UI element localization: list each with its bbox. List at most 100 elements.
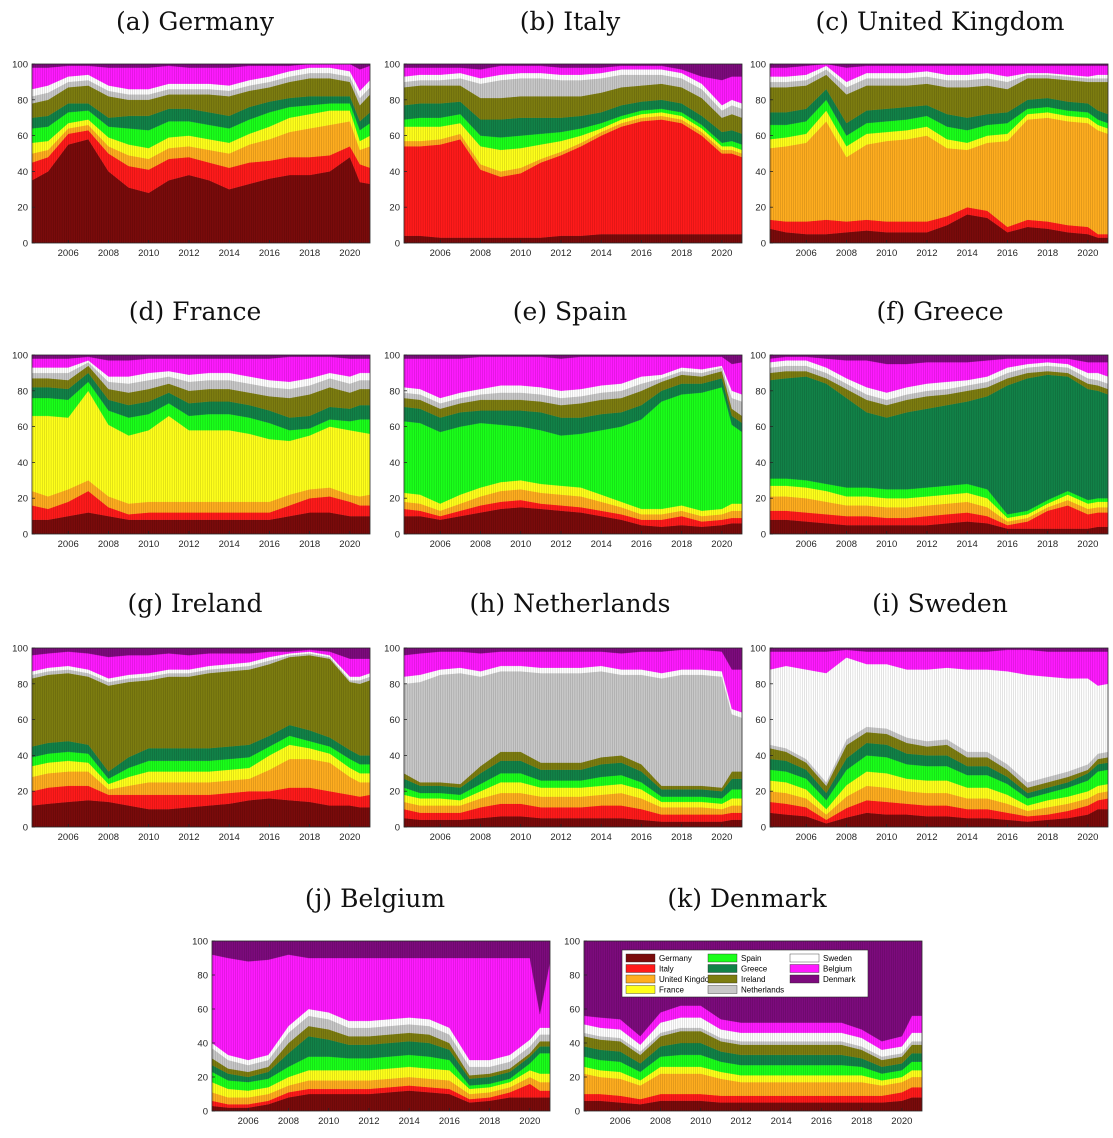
x-tick-label: 2012 <box>178 832 199 843</box>
chart-b-svg: 0 20 40 60 80 100 2006 2008 2010 2012 2014 2016 2018… <box>384 60 743 259</box>
plot-frame <box>769 354 1109 535</box>
x-tick-label: 2016 <box>259 832 280 843</box>
chart-h-svg: 0 20 40 60 80 100 2006 2008 2010 2012 2014 2016 2018… <box>384 644 743 843</box>
x-tick-label: 2014 <box>591 539 612 550</box>
x-tick-label: 2008 <box>98 248 119 259</box>
plot-frame <box>31 63 371 244</box>
y-tick-label: 100 <box>750 351 766 362</box>
x-tick-label: 2014 <box>957 539 978 550</box>
chart-panel-d: 0 20 40 60 80 100 2006 2008 2010 2012 2014 2016 2018… <box>0 349 374 561</box>
x-tick-label: 2006 <box>430 832 451 843</box>
legend-swatch-france <box>625 985 656 994</box>
x-tick-label: 2006 <box>796 832 817 843</box>
legend-label-ireland: Ireland <box>741 975 765 984</box>
x-tick-label: 2012 <box>178 539 199 550</box>
y-tick-label: 20 <box>197 1073 208 1084</box>
y-tick-label: 60 <box>755 715 766 726</box>
legend-label-denmark: Denmark <box>823 975 856 984</box>
legend-swatch-italy <box>625 964 656 973</box>
panel-title-h: (h) Netherlands <box>469 589 671 618</box>
x-tick-label: 2018 <box>671 832 692 843</box>
chart-panel-h: 0 20 40 60 80 100 2006 2008 2010 2012 2014 2016 2018… <box>372 642 746 854</box>
x-tick-label: 2006 <box>430 248 451 259</box>
x-tick-label: 2018 <box>1037 539 1058 550</box>
x-tick-label: 2020 <box>1077 539 1098 550</box>
legend-swatch-belgium <box>789 964 820 973</box>
chart-j-svg: 0 20 40 60 80 100 2006 2008 2010 2012 2014 2016 2018… <box>192 937 551 1127</box>
panel-title-f: (f) Greece <box>876 297 1004 326</box>
y-tick-label: 80 <box>17 679 28 690</box>
bar-texture <box>585 941 921 1111</box>
area-denmark <box>404 648 742 670</box>
area-denmark <box>770 64 1108 68</box>
x-tick-label: 2020 <box>339 539 360 550</box>
x-tick-label: 2018 <box>671 248 692 259</box>
panel-title-e: (e) Spain <box>512 297 628 326</box>
panel-title-g: (g) Ireland <box>127 589 263 618</box>
plot-frame <box>403 63 743 244</box>
plot-frame <box>31 647 371 828</box>
x-tick-label: 2010 <box>510 248 531 259</box>
chart-panel-g: 0 20 40 60 80 100 2006 2008 2010 2012 2014 2016 2018… <box>0 642 374 854</box>
y-tick-label: 80 <box>755 386 766 397</box>
x-tick-label: 2016 <box>997 539 1018 550</box>
x-tick-label: 2014 <box>219 832 240 843</box>
x-tick-label: 2016 <box>997 248 1018 259</box>
x-tick-label: 2006 <box>430 539 451 550</box>
x-tick-label: 2014 <box>399 1116 420 1127</box>
legend-swatch-ireland <box>707 974 738 984</box>
y-tick-label: 40 <box>389 167 400 178</box>
x-tick-label: 2014 <box>591 248 612 259</box>
y-tick-label: 20 <box>17 787 28 798</box>
chart-panel-b: 0 20 40 60 80 100 2006 2008 2010 2012 2014 2016 2018… <box>372 58 746 270</box>
y-tick-label: 80 <box>755 95 766 106</box>
x-tick-label: 2018 <box>1037 832 1058 843</box>
x-tick-label: 2010 <box>876 248 897 259</box>
y-tick-label: 40 <box>755 167 766 178</box>
x-tick-label: 2006 <box>58 539 79 550</box>
bar-texture <box>33 64 369 243</box>
y-tick-label: 100 <box>12 351 28 362</box>
y-tick-label: 60 <box>569 1005 580 1016</box>
stack-group <box>32 64 370 243</box>
bar-texture <box>33 648 369 827</box>
x-tick-label: 2020 <box>891 1116 912 1127</box>
x-tick-label: 2012 <box>550 539 571 550</box>
y-tick-label: 60 <box>755 422 766 433</box>
bar-texture <box>771 648 1107 827</box>
x-tick-label: 2014 <box>219 248 240 259</box>
bar-texture <box>213 941 549 1111</box>
legend-label-spain: Spain <box>741 954 761 963</box>
x-tick-label: 2006 <box>238 1116 259 1127</box>
chart-g-svg: 0 20 40 60 80 100 2006 2008 2010 2012 2014 2016 2018… <box>12 644 371 843</box>
y-tick-label: 0 <box>23 530 28 541</box>
chart-panel-f: 0 20 40 60 80 100 2006 2008 2010 2012 2014 2016 2018… <box>738 349 1112 561</box>
x-tick-label: 2018 <box>479 1116 500 1127</box>
x-tick-label: 2008 <box>836 248 857 259</box>
x-tick-label: 2012 <box>730 1116 751 1127</box>
stack-group <box>32 355 370 534</box>
bar-texture <box>33 355 369 534</box>
stack-group <box>584 941 922 1111</box>
y-tick-label: 40 <box>755 458 766 469</box>
x-tick-label: 2020 <box>339 248 360 259</box>
x-tick-label: 2006 <box>58 248 79 259</box>
y-tick-label: 40 <box>569 1039 580 1050</box>
y-tick-label: 20 <box>389 203 400 214</box>
x-tick-label: 2016 <box>631 248 652 259</box>
y-tick-label: 20 <box>755 787 766 798</box>
y-tick-label: 60 <box>755 131 766 142</box>
x-tick-label: 2010 <box>876 539 897 550</box>
y-tick-label: 60 <box>17 422 28 433</box>
y-tick-label: 80 <box>389 386 400 397</box>
x-tick-label: 2018 <box>299 539 320 550</box>
chart-i-svg: 0 20 40 60 80 100 2006 2008 2010 2012 2014 2016 2018… <box>750 644 1109 843</box>
chart-k-svg: 0 20 40 60 80 100 2006 2008 2010 2012 2014 2016 2018… <box>564 937 923 1127</box>
y-tick-label: 80 <box>389 95 400 106</box>
x-tick-label: 2008 <box>470 832 491 843</box>
y-tick-label: 60 <box>389 131 400 142</box>
plot-frame <box>583 940 923 1112</box>
x-tick-label: 2016 <box>631 539 652 550</box>
y-tick-label: 80 <box>17 95 28 106</box>
